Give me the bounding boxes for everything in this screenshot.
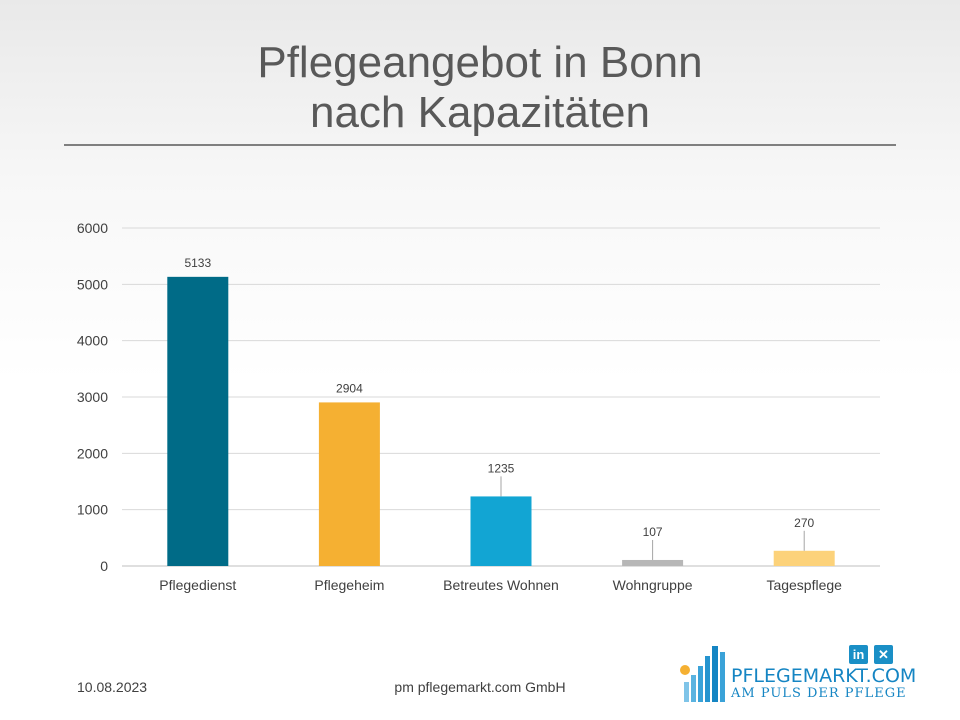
footer-company: pm pflegemarkt.com GmbH <box>394 679 566 695</box>
y-tick-label: 6000 <box>77 220 108 236</box>
x-tick-label: Pflegedienst <box>159 577 236 593</box>
data-label: 2904 <box>336 381 363 395</box>
bar <box>318 402 380 566</box>
bar <box>622 559 684 566</box>
linkedin-icon[interactable]: in <box>849 645 868 664</box>
bar <box>167 276 229 566</box>
logo-tagline: AM PULS DER PFLEGE <box>731 686 907 701</box>
y-tick-label: 4000 <box>77 333 108 349</box>
footer-date: 10.08.2023 <box>77 679 148 695</box>
slide-title: Pflegeangebot in Bonn nach Kapazitäten <box>0 38 960 138</box>
x-tick-label: Betreutes Wohnen <box>443 577 559 593</box>
y-tick-label: 0 <box>100 558 108 574</box>
x-tick-label: Wohngruppe <box>613 577 693 593</box>
data-label: 270 <box>794 516 814 530</box>
bar <box>773 550 835 566</box>
bar-chart: 0 1000 2000 3000 4000 5000 6000 5133 Pflegediens… <box>77 220 880 593</box>
bar <box>470 496 532 566</box>
data-label: 1235 <box>488 461 515 475</box>
y-tick-label: 5000 <box>77 276 108 292</box>
title-line-2: nach Kapazitäten <box>309 88 651 137</box>
y-tick-label: 1000 <box>77 502 108 518</box>
data-label: 5133 <box>184 256 211 270</box>
xing-icon[interactable]: ✕ <box>874 645 893 664</box>
logo-text: PFLEGEMARKT.COM AM PULS DER PFLEGE <box>731 665 917 702</box>
y-tick-label: 2000 <box>77 445 108 461</box>
title-divider <box>64 144 896 146</box>
title-line-1: Pflegeangebot in Bonn <box>257 38 703 87</box>
data-label: 107 <box>643 525 663 539</box>
x-tick-label: Pflegeheim <box>314 577 384 593</box>
x-tick-label: Tagespflege <box>766 577 842 593</box>
pflegemarkt-logo-icon <box>680 646 725 702</box>
y-tick-label: 3000 <box>77 389 108 405</box>
logo-main-text: PFLEGEMARKT.COM <box>731 665 917 687</box>
